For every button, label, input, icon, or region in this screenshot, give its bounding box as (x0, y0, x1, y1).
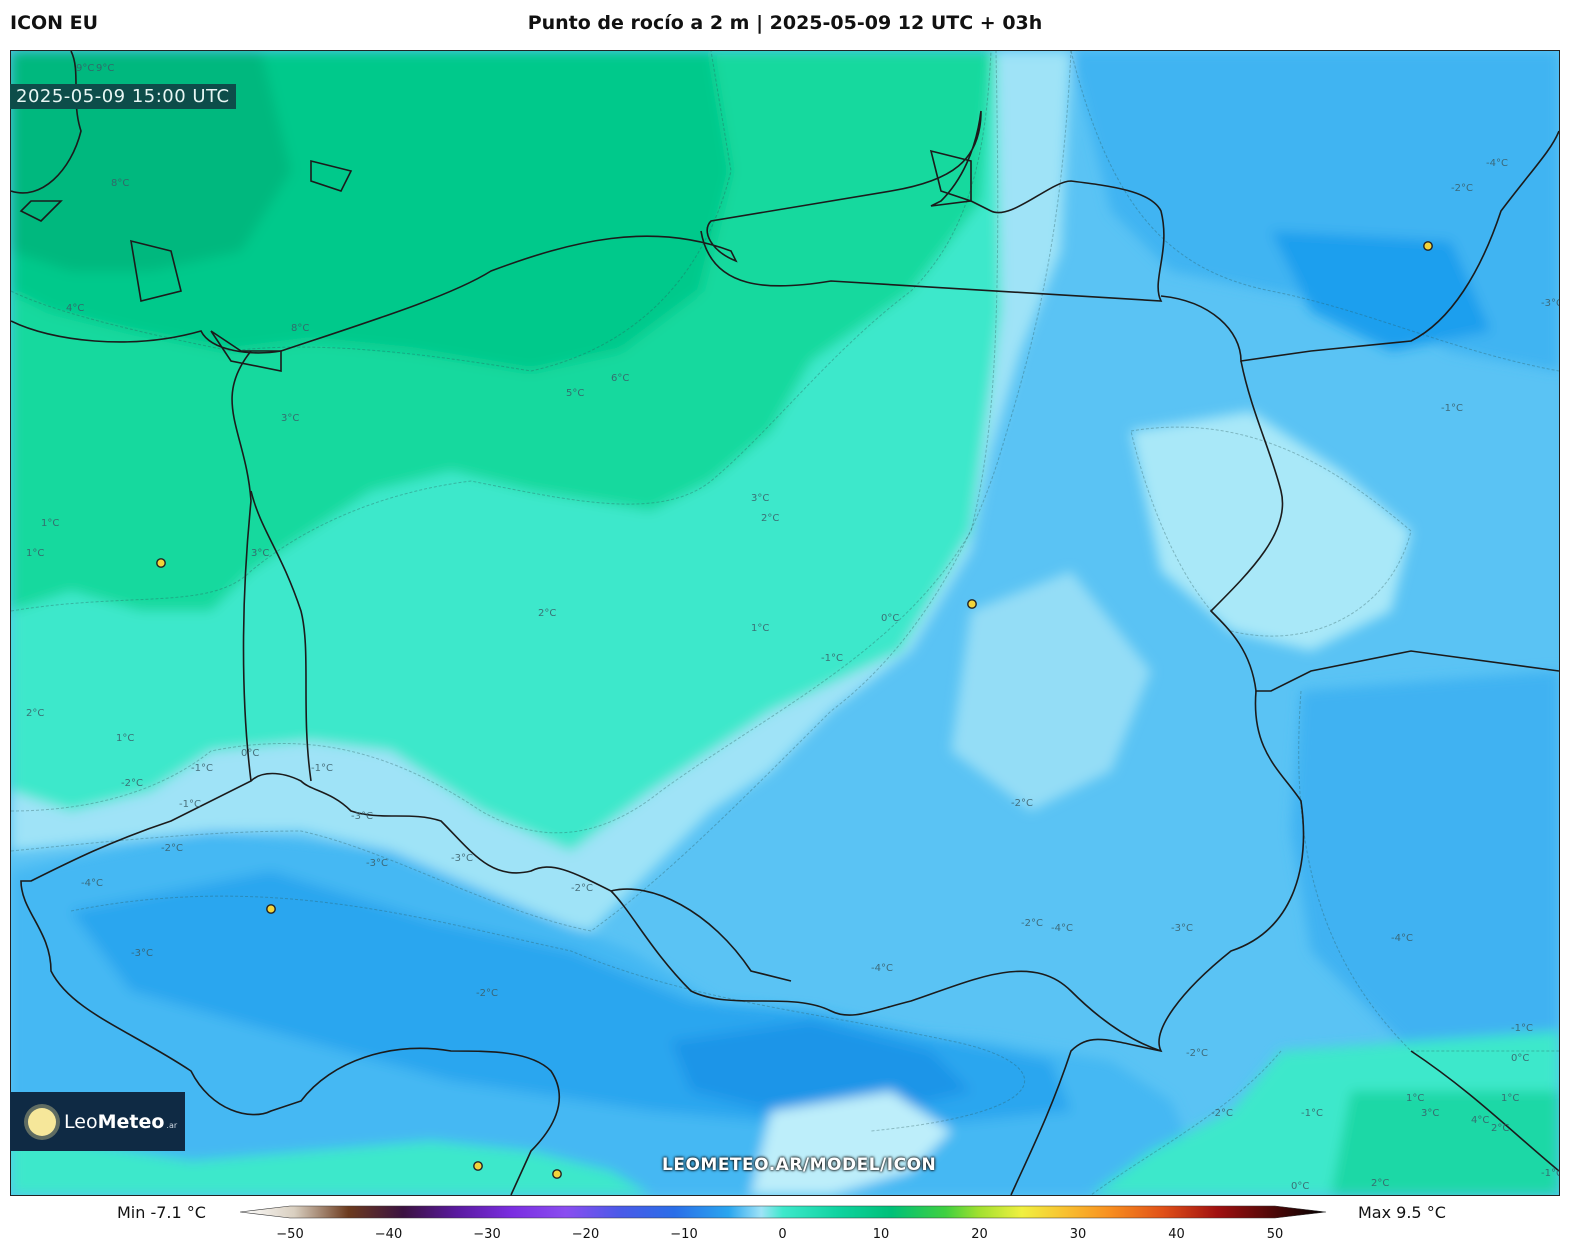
contour-label: 3°C (281, 413, 299, 424)
contour-label: -1°C (179, 799, 201, 810)
contour-label: -1°C (1441, 403, 1463, 414)
colorbar-max-label: Max 9.5 °C (1358, 1203, 1446, 1222)
colorbar-min-label: Min -7.1 °C (117, 1203, 206, 1222)
contour-label: -2°C (1211, 1108, 1233, 1119)
contour-label: -4°C (81, 878, 103, 889)
colorbar-tick-label: 30 (1069, 1227, 1087, 1242)
model-name: ICON EU (10, 12, 99, 34)
contour-label: 2°C (1371, 1178, 1389, 1189)
contour-label: 1°C (116, 733, 134, 744)
contour-label: -4°C (1051, 923, 1073, 934)
contour-label: 0°C (1511, 1053, 1529, 1064)
contour-label: 6°C (611, 373, 629, 384)
contour-label: 8°C (111, 178, 129, 189)
colorbar (240, 1205, 1327, 1219)
contour-label: 1°C (1406, 1093, 1424, 1104)
valid-time-badge: 2025-05-09 15:00 UTC (10, 84, 236, 109)
contour-label: 0°C (881, 613, 899, 624)
contour-label: -3°C (366, 858, 388, 869)
contour-label: 3°C (1421, 1108, 1439, 1119)
contour-label: -2°C (1021, 918, 1043, 929)
contour-label: -1°C (821, 653, 843, 664)
contour-label: 8°C (291, 323, 309, 334)
city-marker[interactable] (967, 599, 977, 609)
contour-label: -3°C (1171, 923, 1193, 934)
contour-label: -2°C (1186, 1048, 1208, 1059)
colorbar-tick-label: −30 (473, 1227, 501, 1242)
city-marker[interactable] (156, 558, 166, 568)
colorbar-gradient (240, 1205, 1327, 1219)
leometeo-logo: LeoMeteo .ar (10, 1092, 185, 1151)
colorbar-tick-label: 0 (778, 1227, 787, 1242)
forecast-map[interactable]: 9°C 8°C 9°C 4°C 3°C 8°C 5°C 6°C 3°C 2°C 1°C 1°C 3°C 2… (10, 50, 1560, 1196)
city-marker[interactable] (473, 1161, 483, 1171)
contour-label: -4°C (871, 963, 893, 974)
contour-label: 2°C (1491, 1123, 1509, 1134)
contour-label: -2°C (476, 988, 498, 999)
contour-label: 2°C (761, 513, 779, 524)
contour-label: -1°C (1301, 1108, 1323, 1119)
contour-label: -1°C (191, 763, 213, 774)
colorbar-tick-label: −20 (571, 1227, 600, 1242)
logo-tld: .ar (166, 1121, 178, 1130)
contour-label: -3°C (131, 948, 153, 959)
colorbar-tick-label: 20 (971, 1227, 988, 1242)
contour-label: 1°C (26, 548, 44, 559)
contour-label: 5°C (566, 388, 584, 399)
contour-label: 2°C (538, 608, 556, 619)
contour-label: 2°C (26, 708, 44, 719)
contour-label: 9°C (76, 63, 94, 74)
contour-label: -3°C (451, 853, 473, 864)
contour-label: -3°C (351, 811, 373, 822)
contour-label: -2°C (571, 883, 593, 894)
colorbar-tick-label: −40 (374, 1227, 403, 1242)
contour-label: 1°C (751, 623, 769, 634)
colorbar-tick-label: −10 (670, 1227, 698, 1242)
contour-label: -1°C (1541, 1168, 1559, 1179)
contour-label: 4°C (1471, 1115, 1489, 1126)
city-marker[interactable] (552, 1169, 562, 1179)
colorbar-tick-label: 10 (872, 1227, 890, 1242)
city-marker[interactable] (1423, 241, 1433, 251)
colorbar-tick-label: −50 (276, 1227, 304, 1242)
colorbar-tick-label: 50 (1266, 1227, 1284, 1242)
contour-label: -2°C (161, 843, 183, 854)
contour-label: -4°C (1486, 158, 1508, 169)
colorbar-tick-label: 40 (1168, 1227, 1185, 1242)
contour-label: 0°C (1291, 1181, 1309, 1192)
contour-label: -2°C (121, 778, 143, 789)
contour-label: -1°C (311, 763, 333, 774)
dewpoint-field: 9°C 8°C 9°C 4°C 3°C 8°C 5°C 6°C 3°C 2°C 1°C 1°C 3°C 2… (11, 51, 1559, 1195)
contour-label: 4°C (66, 303, 84, 314)
city-marker[interactable] (266, 904, 276, 914)
source-watermark: LEOMETEO.AR/MODEL/ICON (662, 1155, 937, 1175)
contour-label: -2°C (1011, 798, 1033, 809)
contour-label: 3°C (251, 548, 269, 559)
map-title: Punto de rocío a 2 m | 2025-05-09 12 UTC… (527, 12, 1043, 34)
contour-label: 9°C (96, 63, 114, 74)
contour-label: -1°C (1511, 1023, 1533, 1034)
contour-label: -2°C (1451, 183, 1473, 194)
contour-label: 3°C (751, 493, 769, 504)
contour-label: 1°C (1501, 1093, 1519, 1104)
contour-label: 1°C (41, 518, 59, 529)
contour-label: -4°C (1391, 933, 1413, 944)
sun-icon (28, 1107, 56, 1136)
logo-wordmark: LeoMeteo (64, 1110, 165, 1133)
contour-label: -3°C (1541, 298, 1559, 309)
contour-label: 0°C (241, 748, 259, 759)
